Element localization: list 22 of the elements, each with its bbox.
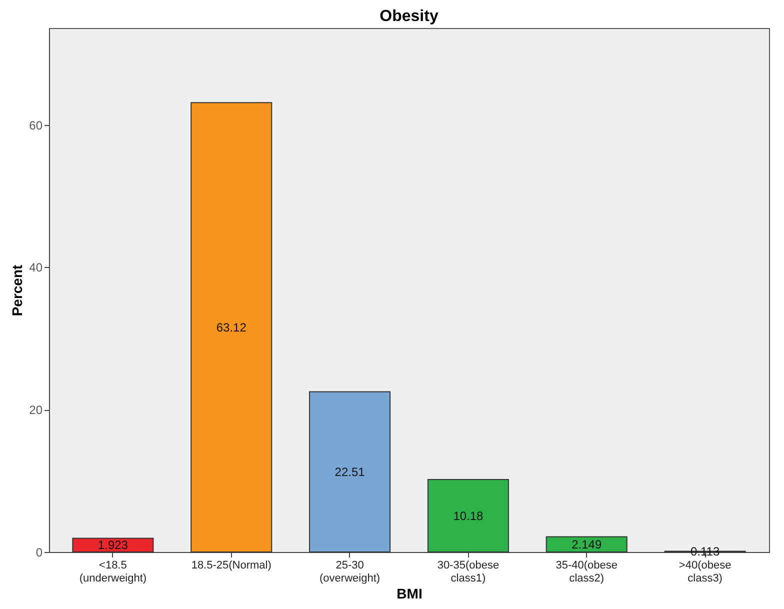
- y-tick-label: 60: [29, 118, 43, 132]
- y-axis-title: Percent: [9, 264, 26, 316]
- data-label: 63.12: [216, 320, 247, 334]
- y-tick-label: 20: [29, 403, 43, 418]
- data-label: 10.18: [453, 508, 484, 523]
- x-axis-title: BMI: [396, 586, 422, 602]
- data-label: 1.923: [98, 538, 128, 552]
- bar: [427, 479, 509, 552]
- x-tick-label: 30-35(obese class1): [437, 560, 500, 584]
- x-tick-label: 25-30 (overweight): [320, 560, 380, 584]
- bar: [309, 391, 391, 552]
- x-tick-label: 18.5-25(Normal): [191, 560, 272, 572]
- bar: [546, 536, 628, 552]
- data-label: 2.149: [572, 537, 602, 552]
- x-tick-label: >40(obese class3): [678, 560, 732, 584]
- x-tick-label: <18.5 (underweight): [79, 560, 147, 584]
- y-tick-label: 40: [29, 260, 43, 275]
- bar: [190, 102, 272, 552]
- x-tick-label: 35-40(obese class2): [556, 560, 618, 584]
- y-tick-label: 0: [36, 546, 43, 560]
- chart-title: Obesity: [380, 8, 438, 25]
- data-label: 22.51: [334, 464, 366, 479]
